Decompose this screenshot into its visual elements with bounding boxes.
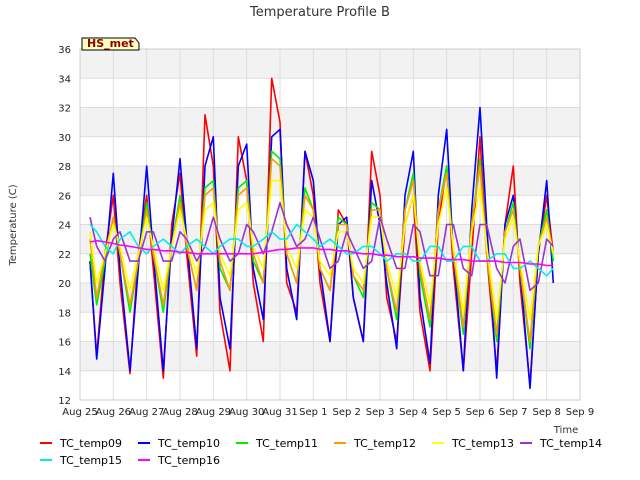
- y-tick-label: 18: [58, 308, 71, 319]
- series-line-tc-temp14: [89, 201, 554, 292]
- x-tick-label: Sep 3: [366, 407, 394, 418]
- legend-label: TC_temp16: [157, 454, 220, 467]
- plot-band: [80, 49, 580, 79]
- y-tick-label: 24: [58, 221, 71, 232]
- x-tick-label: Aug 27: [129, 407, 164, 418]
- legend-label: TC_temp12: [353, 437, 416, 450]
- y-tick-label: 12: [58, 396, 71, 407]
- x-tick-label: Aug 29: [196, 407, 231, 418]
- x-tick-label: Aug 26: [96, 407, 131, 418]
- y-tick-label: 20: [58, 279, 71, 290]
- legend-label: TC_temp11: [255, 437, 318, 450]
- x-axis-label: Time: [553, 425, 578, 436]
- x-tick-label: Sep 6: [466, 407, 494, 418]
- legend-label: TC_temp14: [539, 437, 602, 450]
- y-tick-label: 26: [58, 191, 71, 202]
- y-tick-label: 22: [58, 250, 71, 261]
- x-tick-label: Aug 30: [229, 407, 264, 418]
- legend-label: TC_temp09: [59, 437, 122, 450]
- x-tick-label: Aug 28: [162, 407, 197, 418]
- hs-met-badge: HS_met: [81, 37, 140, 51]
- x-tick-label: Aug 25: [62, 407, 97, 418]
- legend-label: TC_temp15: [59, 454, 122, 467]
- plot-band: [80, 195, 580, 225]
- series-line-tc-temp12: [89, 157, 555, 343]
- y-tick-label: 28: [58, 162, 71, 173]
- series-line-tc-temp13: [89, 179, 555, 321]
- series-line-tc-temp15: [89, 223, 554, 277]
- plot-band: [80, 341, 580, 371]
- y-axis-label: Temperature (C): [8, 184, 19, 266]
- x-tick-label: Sep 4: [399, 407, 427, 418]
- y-tick-label: 36: [58, 45, 71, 56]
- chart-title: Temperature Profile B: [249, 5, 390, 20]
- plot-frame: [79, 48, 581, 401]
- y-tick-label: 30: [58, 133, 71, 144]
- x-tick-label: Aug 31: [262, 407, 297, 418]
- plot-band: [80, 136, 580, 166]
- y-tick-label: 14: [58, 367, 71, 378]
- series-line-tc-temp16: [89, 239, 554, 267]
- x-tick-label: Sep 7: [499, 407, 527, 418]
- x-tick-label: Sep 5: [432, 407, 460, 418]
- x-tick-label: Sep 1: [299, 407, 327, 418]
- legend-label: TC_temp10: [157, 437, 220, 450]
- y-tick-label: 34: [58, 74, 71, 85]
- y-tick-label: 16: [58, 338, 71, 349]
- x-tick-label: Sep 9: [566, 407, 594, 418]
- series-layer: [89, 77, 555, 390]
- legend: TC_temp09 TC_temp10 TC_temp11 TC_temp12 TC_t…: [40, 437, 602, 467]
- plot-band: [80, 107, 580, 137]
- y-tick-labels: 12 14 16 18 20 22 24 26 28 30 32 34 36: [58, 45, 71, 407]
- plot-band: [80, 166, 580, 196]
- legend-label: TC_temp13: [451, 437, 514, 450]
- plot-band: [80, 78, 580, 108]
- plot-band: [80, 370, 580, 400]
- hs-met-label: HS_met: [87, 37, 134, 50]
- x-tick-label: Sep 8: [532, 407, 560, 418]
- x-tick-label: Sep 2: [332, 407, 360, 418]
- y-tick-label: 32: [58, 104, 71, 115]
